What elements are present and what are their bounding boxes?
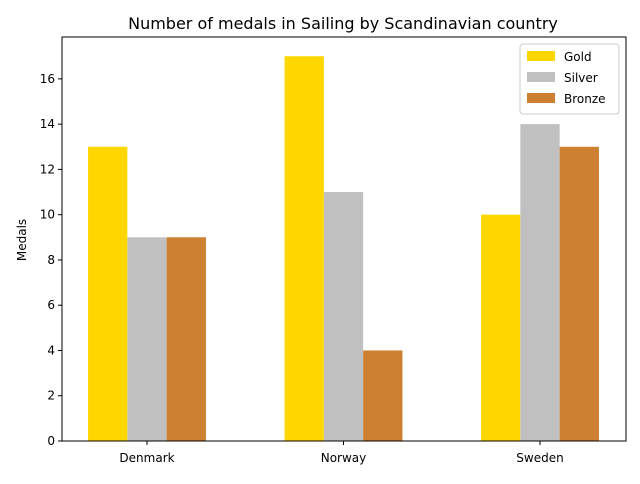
y-tick-label: 16 [40, 72, 55, 86]
bar-gold-denmark [88, 146, 128, 441]
bar-bronze-norway [363, 350, 403, 441]
x-tick-label: Sweden [516, 451, 563, 465]
bar-silver-sweden [520, 124, 560, 441]
y-tick-label: 14 [40, 117, 55, 131]
legend-label-silver: Silver [564, 71, 598, 85]
x-tick-label: Norway [321, 451, 367, 465]
y-tick-label: 8 [47, 253, 55, 267]
bars-group [88, 56, 599, 442]
y-tick-label: 10 [40, 208, 55, 222]
y-tick-label: 2 [47, 389, 55, 403]
y-tick-label: 4 [47, 343, 55, 357]
bar-bronze-sweden [559, 146, 599, 441]
legend-swatch-silver [527, 72, 555, 82]
y-tick-label: 0 [47, 434, 55, 448]
legend: Gold Silver Bronze [519, 43, 620, 115]
bar-silver-norway [323, 192, 364, 441]
chart-title: Number of medals in Sailing by Scandinav… [128, 14, 558, 33]
y-tick-label: 6 [47, 298, 55, 312]
bar-gold-sweden [481, 214, 521, 441]
y-axis-title: Medals [15, 219, 29, 261]
bar-gold-norway [284, 56, 324, 442]
x-axis: Denmark Norway Sweden [119, 441, 564, 465]
legend-swatch-bronze [527, 93, 555, 103]
x-tick-label: Denmark [119, 451, 174, 465]
bar-bronze-denmark [166, 237, 206, 441]
bar-silver-denmark [127, 237, 167, 441]
legend-label-bronze: Bronze [564, 92, 606, 106]
legend-label-gold: Gold [564, 50, 592, 64]
y-tick-label: 12 [40, 162, 55, 176]
legend-swatch-gold [527, 51, 555, 61]
